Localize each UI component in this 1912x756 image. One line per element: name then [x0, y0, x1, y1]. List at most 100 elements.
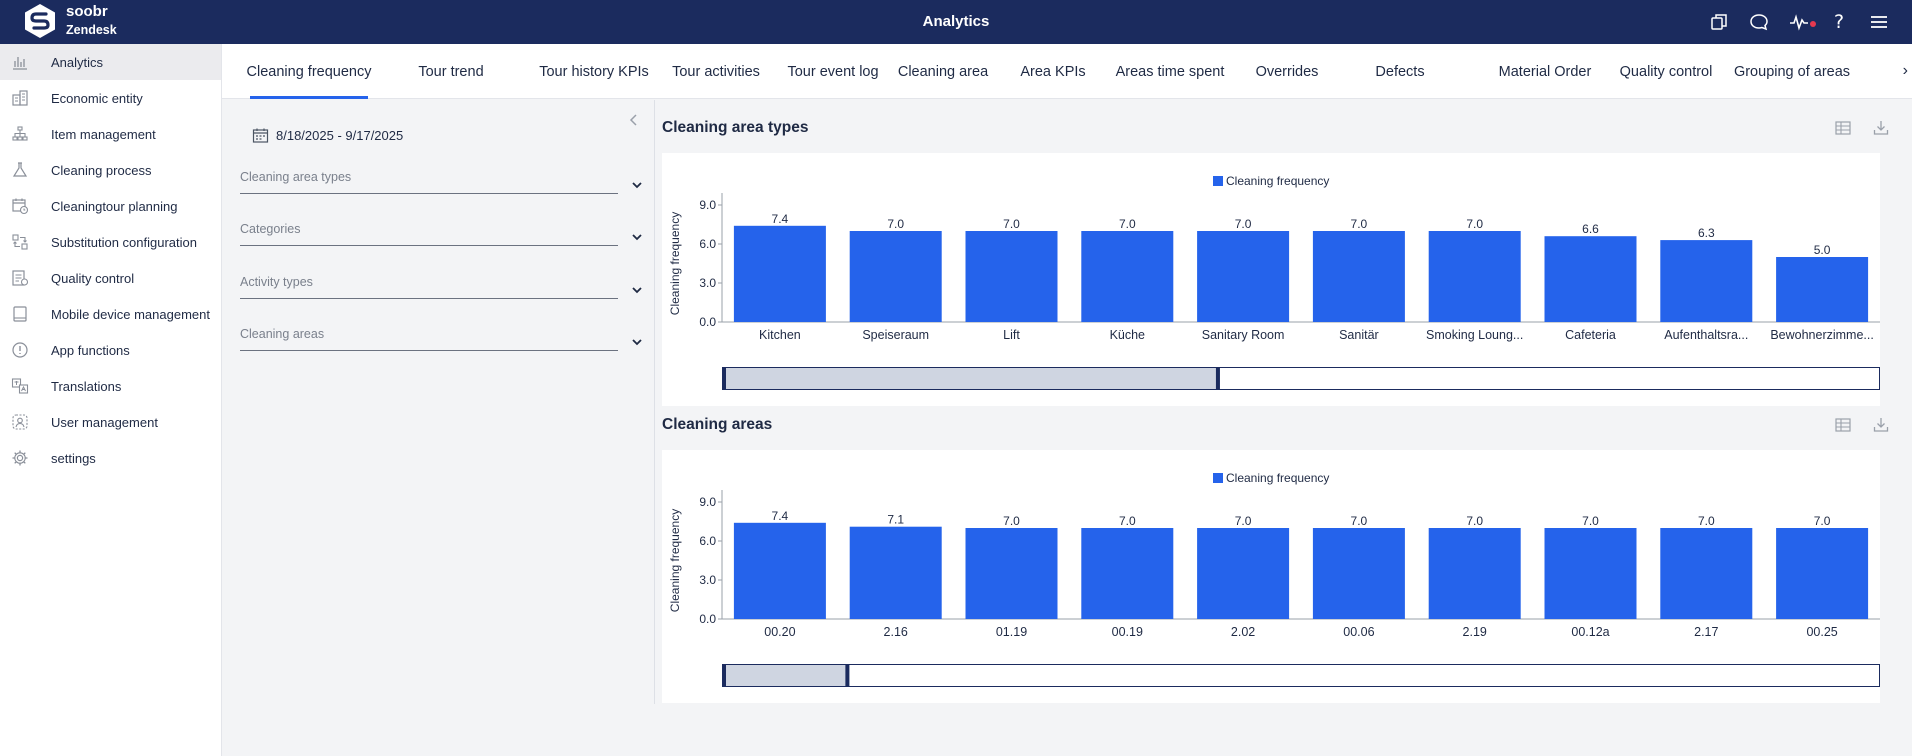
tab-area-kpis[interactable]: Area KPIs	[1020, 63, 1086, 80]
chart-bar[interactable]	[1544, 528, 1637, 619]
chart-bar[interactable]	[1312, 231, 1405, 322]
x-tick-label: 01.19	[996, 625, 1027, 639]
data-label: 7.0	[1466, 217, 1483, 231]
tab-areas-time-spent[interactable]: Areas time spent	[1115, 63, 1225, 80]
panel-title: Cleaning areas	[662, 416, 773, 433]
sidebar-item-economic-entity[interactable]: Economic entity	[0, 80, 221, 116]
data-label: 7.0	[1235, 217, 1252, 231]
sidebar-item-label: Substitution configuration	[51, 234, 197, 250]
sidebar-item-user-management[interactable]: User management	[0, 404, 221, 440]
tab-tour-history-kpis[interactable]: Tour history KPIs	[539, 63, 649, 80]
zoom-window[interactable]	[723, 665, 850, 686]
activity-icon[interactable]	[1786, 9, 1816, 35]
legend-label: Cleaning frequency	[1226, 174, 1330, 188]
x-tick-label: Speiseraum	[862, 328, 929, 342]
brand[interactable]: soobr Zendesk	[22, 3, 117, 39]
sidebar-item-label: Economic entity	[51, 90, 143, 106]
chevron-right-icon[interactable]: ›	[1902, 62, 1908, 79]
table-view-icon[interactable]	[1834, 416, 1854, 436]
tab-grouping-of-areas[interactable]: Grouping of areas	[1733, 63, 1851, 80]
zoom-handle-left[interactable]	[722, 664, 726, 687]
sidebar-item-analytics[interactable]: Analytics	[0, 44, 221, 80]
chevron-down-icon[interactable]	[630, 335, 644, 349]
zoom-track[interactable]	[722, 664, 1880, 687]
cleaning-area-types-dropdown[interactable]: Cleaning area types	[240, 170, 618, 194]
chart-bar[interactable]	[965, 231, 1058, 322]
sidebar-item-settings[interactable]: settings	[0, 440, 221, 476]
tab-overrides[interactable]: Overrides	[1255, 63, 1319, 80]
chart-bar[interactable]	[849, 526, 942, 619]
tab-material-order[interactable]: Material Order	[1498, 63, 1592, 80]
sidebar-item-cleaning-process[interactable]: Cleaning process	[0, 152, 221, 188]
menu-icon[interactable]	[1866, 9, 1892, 35]
sidebar-item-substitution-configuration[interactable]: Substitution configuration	[0, 224, 221, 260]
chart-bar[interactable]	[1197, 528, 1290, 619]
chart-bar[interactable]	[1197, 231, 1290, 322]
chart-bar[interactable]	[1660, 528, 1753, 619]
chart-bar[interactable]	[1081, 528, 1174, 619]
y-tick-label: 6.0	[699, 534, 716, 548]
tab-tour-event-log[interactable]: Tour event log	[787, 63, 879, 80]
x-tick-label: Sanitary Room	[1202, 328, 1285, 342]
dropdown-label: Cleaning area types	[240, 170, 352, 184]
activity-types-dropdown[interactable]: Activity types	[240, 275, 618, 299]
data-label: 7.0	[1698, 514, 1715, 528]
chart-bar[interactable]	[1776, 257, 1869, 322]
checklist-icon	[10, 268, 30, 288]
x-tick-label: Küche	[1110, 328, 1145, 342]
x-tick-label: Cafeteria	[1565, 328, 1616, 342]
chart-bar[interactable]	[1312, 528, 1405, 619]
sidebar-item-item-management[interactable]: Item management	[0, 116, 221, 152]
zoom-handle-right[interactable]	[845, 664, 850, 687]
categories-dropdown[interactable]: Categories	[240, 222, 618, 246]
sidebar-item-app-functions[interactable]: App functions	[0, 332, 221, 368]
sidebar-item-mobile-device-management[interactable]: Mobile device management	[0, 296, 221, 332]
tab-quality-control[interactable]: Quality control	[1619, 63, 1713, 80]
tab-cleaning-frequency[interactable]: Cleaning frequency	[247, 44, 371, 99]
chart-bar[interactable]	[849, 231, 942, 322]
table-view-icon[interactable]	[1834, 119, 1854, 139]
help-icon[interactable]: ?	[1833, 11, 1845, 33]
sidebar-item-quality-control[interactable]: Quality control	[0, 260, 221, 296]
tab-cleaning-area[interactable]: Cleaning area	[897, 63, 989, 80]
chart-bar[interactable]	[965, 528, 1058, 619]
chart-bar[interactable]	[733, 225, 826, 322]
cleaning-areas-dropdown[interactable]: Cleaning areas	[240, 327, 618, 351]
chat-icon[interactable]	[1746, 9, 1772, 35]
x-tick-label: 2.17	[1694, 625, 1718, 639]
data-label: 7.0	[1582, 514, 1599, 528]
sidebar-item-translations[interactable]: Translations	[0, 368, 221, 404]
date-range-picker[interactable]: 8/18/2025 - 9/17/2025	[252, 127, 403, 144]
tab-tour-trend[interactable]: Tour trend	[418, 63, 484, 80]
zoom-handle-right[interactable]	[1215, 367, 1220, 390]
zoom-window[interactable]	[723, 368, 1220, 389]
x-tick-label: Sanitär	[1339, 328, 1379, 342]
chart-bar[interactable]	[1081, 231, 1174, 322]
x-tick-label: 2.16	[884, 625, 908, 639]
download-icon[interactable]	[1872, 119, 1892, 139]
chart-bar[interactable]	[1428, 231, 1521, 322]
y-tick-label: 0.0	[699, 315, 716, 329]
x-tick-label: 00.06	[1343, 625, 1374, 639]
collapse-panel-icon[interactable]	[626, 112, 642, 128]
sidebar-item-cleaningtour-planning[interactable]: Cleaningtour planning	[0, 188, 221, 224]
download-icon[interactable]	[1872, 416, 1892, 436]
chart-bar[interactable]	[1544, 236, 1637, 322]
chart-bar[interactable]	[733, 522, 826, 619]
copy-icon[interactable]	[1706, 9, 1732, 35]
chevron-down-icon[interactable]	[630, 230, 644, 244]
soobr-logo-icon	[25, 4, 55, 38]
chart-bar[interactable]	[1660, 240, 1753, 322]
chart-legend[interactable]: Cleaning frequency	[1213, 174, 1329, 188]
tab-tour-activities[interactable]: Tour activities	[672, 63, 760, 80]
data-label: 7.0	[1235, 514, 1252, 528]
chart-legend[interactable]: Cleaning frequency	[1213, 471, 1329, 485]
chevron-down-icon[interactable]	[630, 178, 644, 192]
chevron-down-icon[interactable]	[630, 283, 644, 297]
zoom-handle-left[interactable]	[722, 367, 726, 390]
x-tick-label: Bewohnerzimme...	[1770, 328, 1874, 342]
y-tick-label: 6.0	[699, 237, 716, 251]
chart-bar[interactable]	[1428, 528, 1521, 619]
chart-bar[interactable]	[1776, 528, 1869, 619]
tab-defects[interactable]: Defects	[1375, 63, 1425, 80]
